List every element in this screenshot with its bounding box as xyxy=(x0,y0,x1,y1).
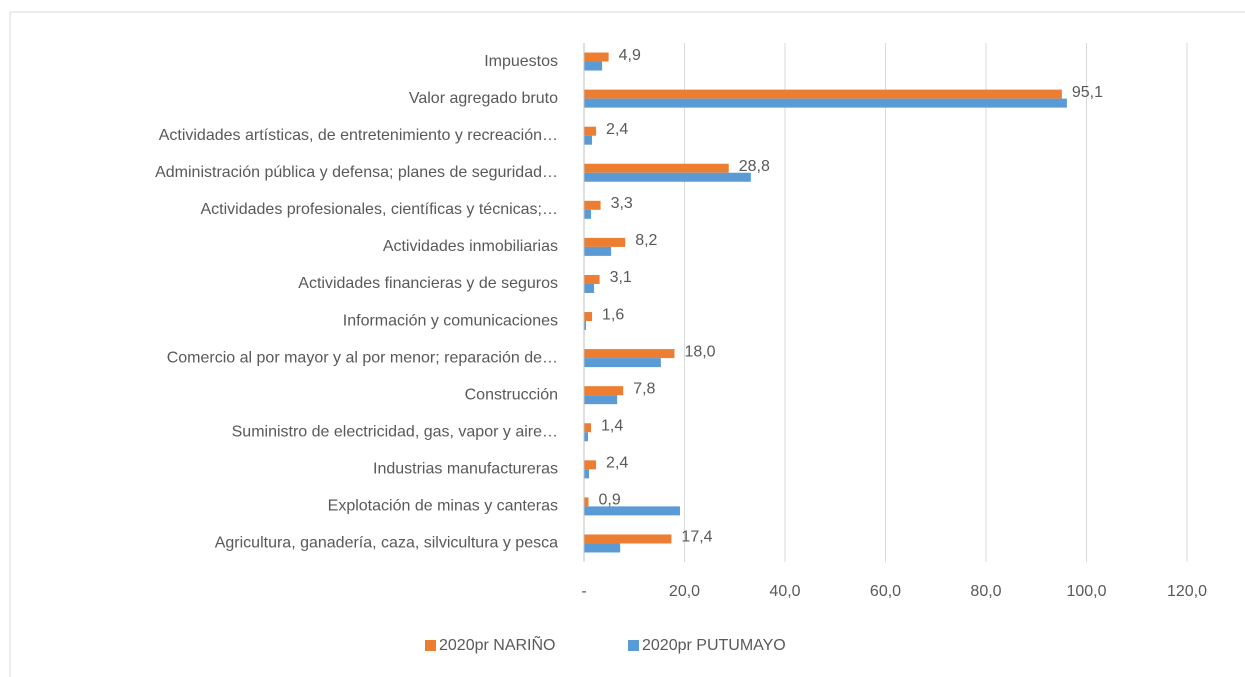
bar xyxy=(584,135,593,145)
bar xyxy=(584,163,729,173)
y-tick-label: Agricultura, ganadería, caza, silvicultu… xyxy=(215,535,558,552)
y-tick-label: Industrias manufactureras xyxy=(373,461,558,478)
y-tick-label: Actividades artísticas, de entretenimien… xyxy=(159,127,558,144)
legend-label: 2020pr NARIÑO xyxy=(439,634,556,654)
bar xyxy=(584,89,1062,99)
bar xyxy=(584,209,592,219)
data-label: 7,8 xyxy=(633,380,655,397)
x-tick-label: 40,0 xyxy=(769,583,800,600)
bar xyxy=(584,506,680,516)
bar xyxy=(584,469,590,479)
bar xyxy=(584,460,597,470)
legend-swatch xyxy=(425,640,436,651)
y-tick-label: Actividades inmobiliarias xyxy=(383,238,558,255)
y-tick-label: Administración pública y defensa; planes… xyxy=(155,164,558,181)
y-tick-label: Valor agregado bruto xyxy=(409,90,558,107)
data-label: 3,1 xyxy=(610,269,632,286)
bar xyxy=(584,312,593,322)
data-label: 1,6 xyxy=(602,306,624,323)
data-label: 18,0 xyxy=(684,343,715,360)
data-label: 4,9 xyxy=(619,47,641,64)
bar xyxy=(584,321,587,331)
bar xyxy=(584,172,751,182)
data-label: 17,4 xyxy=(681,529,712,546)
bar xyxy=(584,52,609,62)
bar xyxy=(584,423,592,433)
y-tick-label: Explotación de minas y canteras xyxy=(328,498,558,515)
y-tick-label: Comercio al por mayor y al por menor; re… xyxy=(167,349,558,366)
data-label: 1,4 xyxy=(601,417,623,434)
bar xyxy=(584,200,601,210)
y-tick-label: Suministro de electricidad, gas, vapor y… xyxy=(232,423,558,440)
x-tick-label: 80,0 xyxy=(970,583,1001,600)
x-tick-label: 20,0 xyxy=(669,583,700,600)
data-label: 0,9 xyxy=(599,492,621,509)
data-label: 95,1 xyxy=(1072,84,1103,101)
bar xyxy=(584,386,624,396)
bar xyxy=(584,395,618,405)
bar xyxy=(584,61,603,71)
bar xyxy=(584,98,1067,108)
bar xyxy=(584,543,621,553)
x-tick-label: - xyxy=(581,583,586,600)
x-tick-label: 60,0 xyxy=(870,583,901,600)
y-tick-label: Construcción xyxy=(465,386,558,403)
bar xyxy=(584,349,675,359)
bar xyxy=(584,283,595,293)
y-tick-label: Actividades profesionales, científicas y… xyxy=(201,201,559,218)
y-tick-label: Información y comunicaciones xyxy=(343,312,558,329)
bar xyxy=(584,274,600,284)
bar xyxy=(584,126,597,136)
data-label: 3,3 xyxy=(611,195,633,212)
bar xyxy=(584,246,612,256)
legend-swatch xyxy=(628,640,639,651)
y-tick-label: Impuestos xyxy=(484,53,558,70)
data-label: 8,2 xyxy=(635,232,657,249)
data-label: 2,4 xyxy=(606,121,628,138)
y-tick-label: Actividades financieras y de seguros xyxy=(298,275,558,292)
bar xyxy=(584,358,661,368)
data-label: 28,8 xyxy=(739,158,770,175)
bar xyxy=(584,534,672,544)
x-tick-label: 100,0 xyxy=(1066,583,1106,600)
bar xyxy=(584,432,589,442)
data-label: 2,4 xyxy=(606,455,628,472)
legend-label: 2020pr PUTUMAYO xyxy=(642,637,786,654)
x-tick-label: 120,0 xyxy=(1167,583,1207,600)
bar xyxy=(584,497,589,507)
bar xyxy=(584,237,626,247)
